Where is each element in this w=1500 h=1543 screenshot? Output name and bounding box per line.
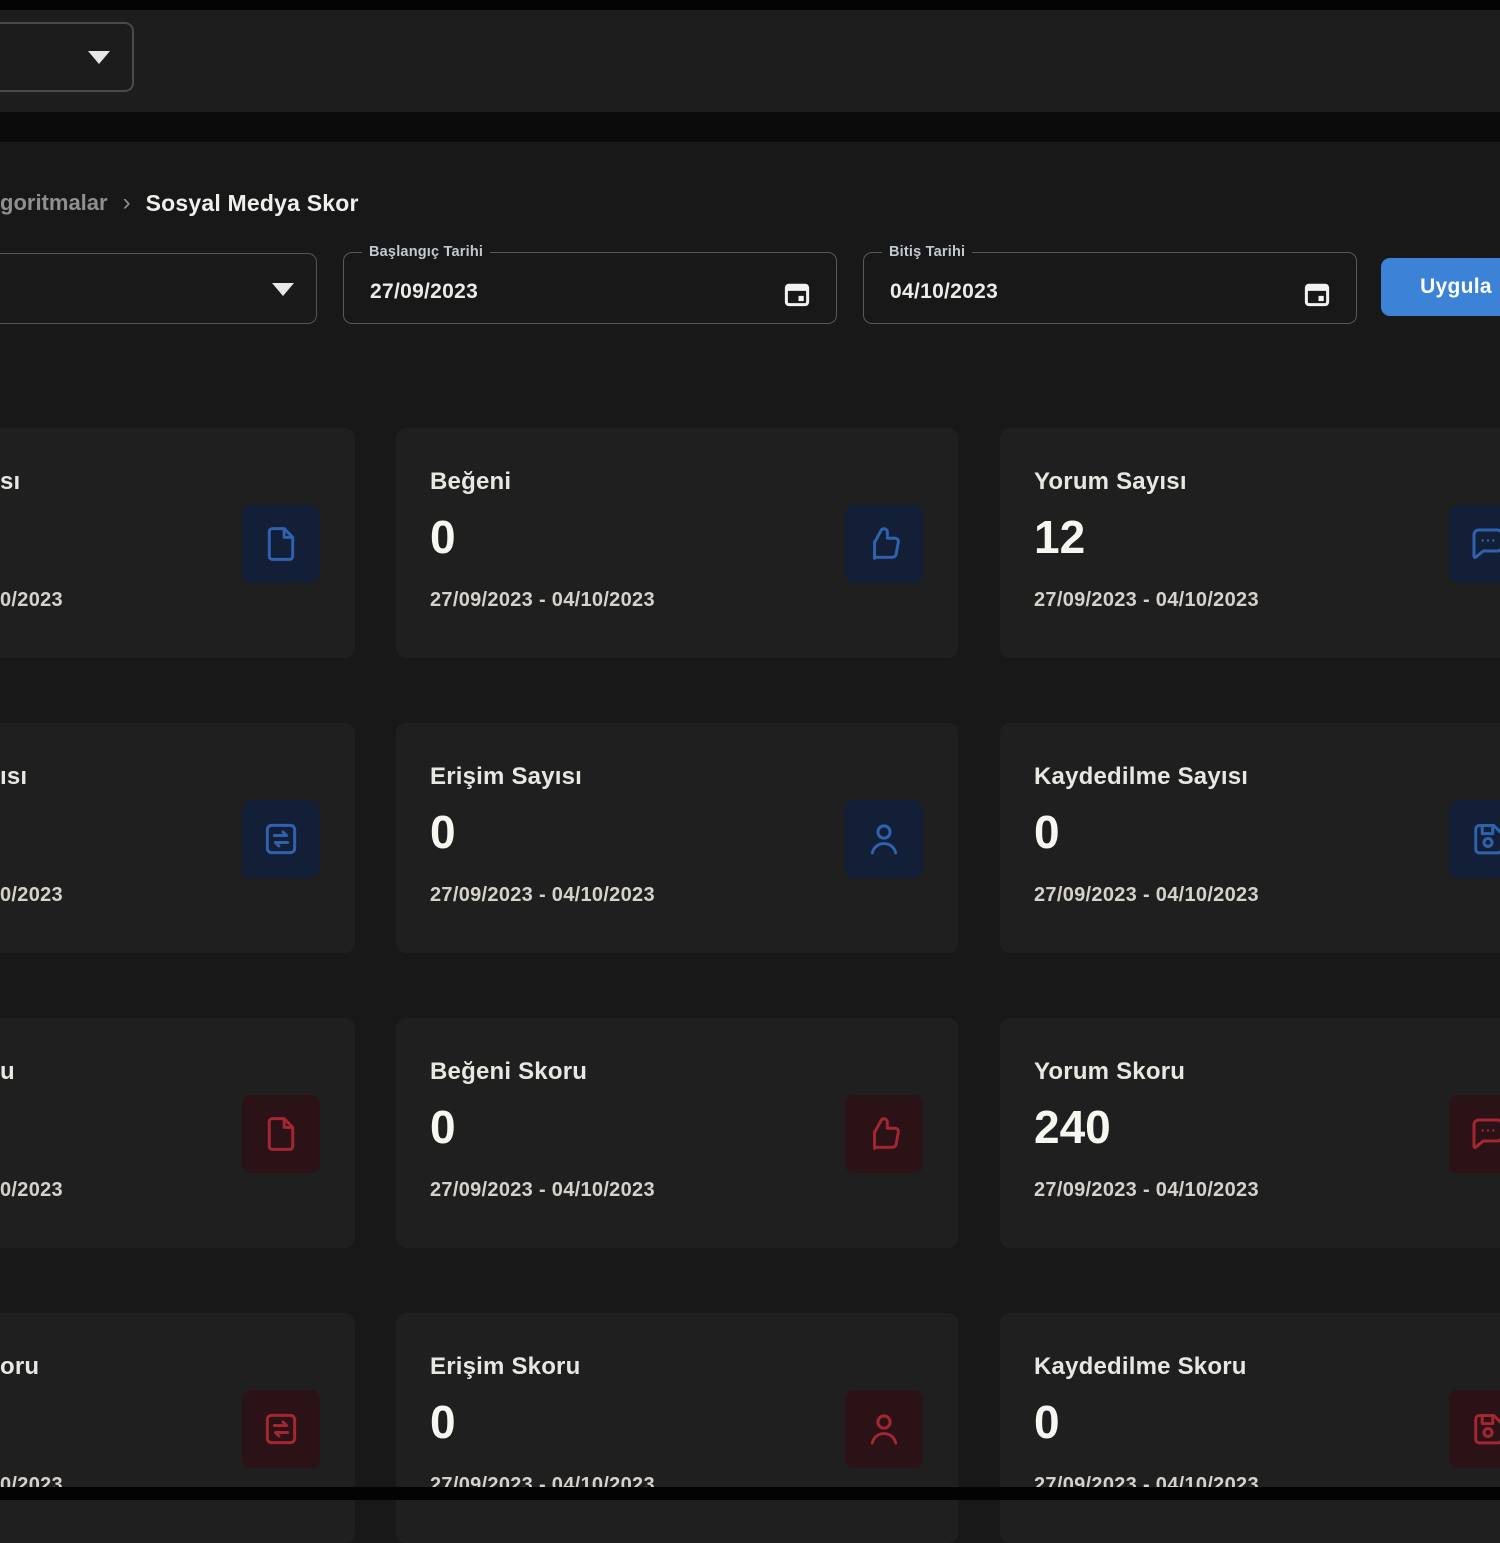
header-divider-band [0, 112, 1500, 142]
stat-card: sı 0/2023 [0, 428, 355, 658]
card-title: Kaydedilme Sayısı [1034, 763, 1249, 790]
card-date-range: 27/09/2023 - 04/10/2023 [1034, 1179, 1259, 1201]
card-title: Beğeni [430, 468, 512, 495]
card-title: Yorum Sayısı [1034, 468, 1187, 495]
card-value: 0 [430, 1101, 456, 1153]
stat-card: Kaydedilme Skoru 0 27/09/2023 - 04/10/20… [1000, 1313, 1500, 1543]
card-date-range: 27/09/2023 - 04/10/2023 [1034, 589, 1259, 611]
card-value: 0 [430, 1396, 456, 1448]
document-icon [242, 505, 320, 583]
start-date-label: Başlangıç Tarihi [369, 244, 484, 260]
repost-icon [242, 1390, 320, 1468]
card-date-range: 27/09/2023 - 04/10/2023 [430, 1179, 655, 1201]
card-value: 240 [1034, 1101, 1111, 1153]
stat-card: Kaydedilme Sayısı 0 27/09/2023 - 04/10/2… [1000, 723, 1500, 953]
platform-select[interactable] [0, 253, 317, 324]
breadcrumb: goritmalar › Sosyal Medya Skor [0, 188, 359, 218]
card-date-range: 0/2023 [0, 884, 63, 906]
card-value: 0 [430, 806, 456, 858]
save-icon [1449, 800, 1500, 878]
stat-card: u 0/2023 [0, 1018, 355, 1248]
stat-card: Yorum Sayısı 12 27/09/2023 - 04/10/2023 [1000, 428, 1500, 658]
thumbs-up-icon [845, 1095, 923, 1173]
card-title: Beğeni Skoru [430, 1058, 588, 1085]
chevron-down-icon [88, 51, 110, 64]
end-date-input[interactable]: Bitiş Tarihi 04/10/2023 [863, 244, 1357, 324]
card-date-range: 27/09/2023 - 04/10/2023 [430, 884, 655, 906]
card-title: ısı [0, 763, 28, 790]
card-title: Erişim Skoru [430, 1353, 581, 1380]
stat-card: ısı 0/2023 [0, 723, 355, 953]
stat-card: Erişim Skoru 0 27/09/2023 - 04/10/2023 [396, 1313, 958, 1543]
card-value: 0 [1034, 806, 1060, 858]
card-date-range: 27/09/2023 - 04/10/2023 [430, 589, 655, 611]
stat-card: Beğeni 0 27/09/2023 - 04/10/2023 [396, 428, 958, 658]
card-title: Kaydedilme Skoru [1034, 1353, 1247, 1380]
person-icon [845, 1390, 923, 1468]
app-header [0, 10, 1500, 112]
document-icon [242, 1095, 320, 1173]
stat-card: oru 0/2023 [0, 1313, 355, 1543]
card-title: Yorum Skoru [1034, 1058, 1186, 1085]
card-value: 0 [1034, 1396, 1060, 1448]
breadcrumb-parent-link[interactable]: goritmalar [0, 190, 108, 215]
stat-card: Yorum Skoru 240 27/09/2023 - 04/10/2023 [1000, 1018, 1500, 1248]
apply-button[interactable]: Uygula [1381, 258, 1500, 316]
comment-icon [1449, 1095, 1500, 1173]
stat-card: Erişim Sayısı 0 27/09/2023 - 04/10/2023 [396, 723, 958, 953]
repost-icon [242, 800, 320, 878]
stat-card: Beğeni Skoru 0 27/09/2023 - 04/10/2023 [396, 1018, 958, 1248]
end-date-label: Bitiş Tarihi [889, 244, 966, 260]
breadcrumb-separator-icon: › [122, 189, 131, 216]
top-black-bar [0, 0, 1500, 10]
card-value: 0 [430, 511, 456, 563]
card-date-range: 0/2023 [0, 589, 63, 611]
comment-icon [1449, 505, 1500, 583]
calendar-icon[interactable] [782, 279, 812, 309]
breadcrumb-current: Sosyal Medya Skor [145, 189, 359, 216]
chevron-down-icon [272, 282, 294, 296]
bottom-black-bar [0, 1487, 1500, 1500]
card-title: Erişim Sayısı [430, 763, 583, 790]
start-date-value[interactable]: 27/09/2023 [370, 280, 479, 303]
card-date-range: 27/09/2023 - 04/10/2023 [1034, 884, 1259, 906]
calendar-icon[interactable] [1302, 279, 1332, 309]
thumbs-up-icon [845, 505, 923, 583]
person-icon [845, 800, 923, 878]
save-icon [1449, 1390, 1500, 1468]
header-account-select[interactable] [0, 22, 134, 92]
end-date-value[interactable]: 04/10/2023 [890, 280, 999, 303]
card-title: oru [0, 1353, 40, 1380]
card-value: 12 [1034, 511, 1086, 563]
card-title: sı [0, 468, 21, 495]
card-date-range: 0/2023 [0, 1179, 63, 1201]
start-date-input[interactable]: Başlangıç Tarihi 27/09/2023 [343, 244, 837, 324]
card-title: u [0, 1058, 15, 1085]
